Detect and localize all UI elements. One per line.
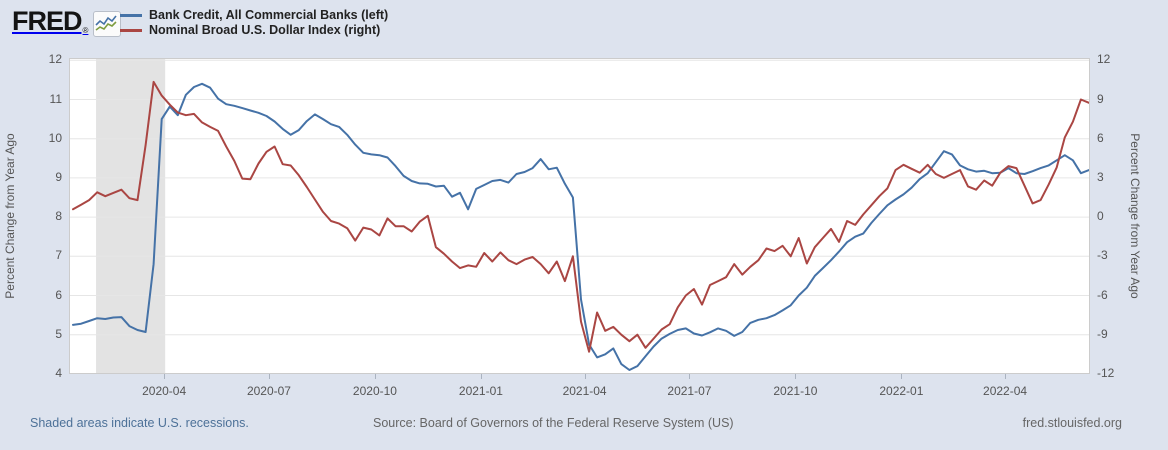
xtick [164,374,166,379]
xlab: 2020-10 [352,384,397,398]
registered-mark: ® [82,26,89,35]
fred-chart-icon [93,11,122,37]
xtick [268,374,270,379]
ylab-left: 6 [55,287,62,302]
ylab-right: -9 [1097,326,1108,341]
ylab-left: 12 [48,52,62,67]
xlab: 2020-07 [246,384,291,398]
xtick [1005,374,1007,379]
ylab-right: 9 [1097,91,1104,106]
fred-site-link[interactable]: fred.stlouisfed.org [1022,416,1122,430]
ylab-right: -12 [1097,365,1115,380]
xlab: 2020-04 [142,384,187,398]
xtick [374,374,376,379]
ylab-right: 6 [1097,130,1104,145]
xtick [689,374,691,379]
ylab-left: 7 [55,248,62,263]
xtick [901,374,903,379]
xtick [795,374,797,379]
legend-item-bank-credit: Bank Credit, All Commercial Banks (left) [120,8,388,22]
xlab: 2021-01 [458,384,503,398]
ylab-left: 10 [48,130,62,145]
chart-canvas [70,59,1089,373]
xlab: 2022-04 [983,384,1028,398]
legend-label: Nominal Broad U.S. Dollar Index (right) [149,23,381,37]
ylab-right: 0 [1097,209,1104,224]
xlab: 2022-01 [879,384,924,398]
ylab-right: -6 [1097,287,1108,302]
fred-logo[interactable]: FRED ® [12,6,122,37]
xlab: 2021-04 [562,384,607,398]
source-text: Source: Board of Governors of the Federa… [373,416,734,430]
fred-logo-text: FRED [12,6,82,36]
ylab-left: 4 [55,365,62,380]
ylab-right: 3 [1097,169,1104,184]
ylab-left: 9 [55,169,62,184]
ylab-left: 11 [49,91,62,106]
legend-label: Bank Credit, All Commercial Banks (left) [149,8,389,22]
xtick [480,374,482,379]
xlab: 2021-07 [667,384,712,398]
right-axis-title: Percent Change from Year Ago [1128,133,1142,299]
legend-item-dollar-index: Nominal Broad U.S. Dollar Index (right) [120,23,388,37]
recession-note-link[interactable]: Shaded areas indicate U.S. recessions. [30,416,249,430]
legend-swatch-blue [120,13,142,17]
legend-swatch-red [120,28,142,32]
xlab: 2021-10 [773,384,818,398]
ylab-left: 8 [55,209,62,224]
ylab-right: 12 [1097,52,1111,67]
ylab-left: 5 [55,326,62,341]
ylab-right: -3 [1097,248,1108,263]
xtick [584,374,586,379]
legend: Bank Credit, All Commercial Banks (left)… [120,8,388,38]
chart-plot-area[interactable] [69,58,1090,374]
left-axis-title: Percent Change from Year Ago [3,133,17,299]
